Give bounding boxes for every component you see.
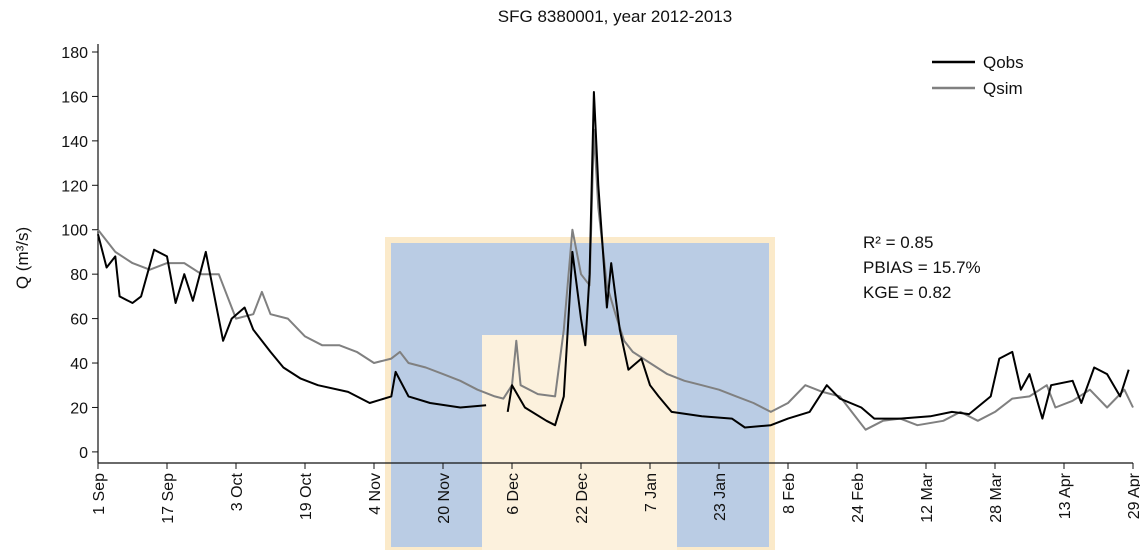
- x-tick-label: 24 Feb: [850, 473, 867, 523]
- legend-label: Qsim: [983, 79, 1023, 98]
- x-tick-label: 6 Dec: [505, 473, 522, 515]
- y-tick-label: 60: [70, 312, 88, 329]
- x-tick-label: 19 Oct: [298, 472, 315, 520]
- y-axis-label: Q (m³/s): [13, 227, 32, 289]
- y-tick-label: 20: [70, 400, 88, 417]
- watermark: [385, 237, 775, 550]
- chart-title: SFG 8380001, year 2012-2013: [498, 7, 732, 26]
- y-tick-label: 180: [61, 45, 88, 62]
- x-tick-label: 20 Nov: [436, 473, 453, 524]
- annotation: KGE = 0.82: [863, 283, 951, 302]
- y-tick-label: 40: [70, 356, 88, 373]
- x-tick-label: 29 Apr: [1126, 472, 1140, 519]
- y-tick-label: 80: [70, 267, 88, 284]
- y-tick-label: 120: [61, 178, 88, 195]
- x-tick-label: 13 Apr: [1057, 472, 1074, 519]
- watermark-shield: [385, 237, 775, 550]
- annotation: PBIAS = 15.7%: [863, 258, 981, 277]
- annotation: R² = 0.85: [863, 233, 933, 252]
- x-tick-label: 28 Mar: [988, 472, 1005, 522]
- series-line: [97, 233, 487, 409]
- y-tick-label: 160: [61, 89, 88, 106]
- y-tick-label: 140: [61, 134, 88, 151]
- series-line: [506, 91, 1130, 429]
- x-tick-label: 17 Sep: [160, 473, 177, 524]
- x-tick-label: 22 Dec: [574, 473, 591, 524]
- x-tick-label: 4 Nov: [367, 473, 384, 515]
- x-tick-label: 8 Feb: [781, 473, 798, 514]
- legend-label: Qobs: [983, 53, 1024, 72]
- y-tick-label: 0: [79, 445, 88, 462]
- x-tick-label: 23 Jan: [712, 473, 729, 521]
- x-tick-label: 1 Sep: [91, 473, 108, 515]
- x-tick-label: 12 Mar: [919, 472, 936, 522]
- y-tick-label: 100: [61, 223, 88, 240]
- x-tick-label: 7 Jan: [643, 473, 660, 512]
- x-tick-label: 3 Oct: [229, 472, 246, 511]
